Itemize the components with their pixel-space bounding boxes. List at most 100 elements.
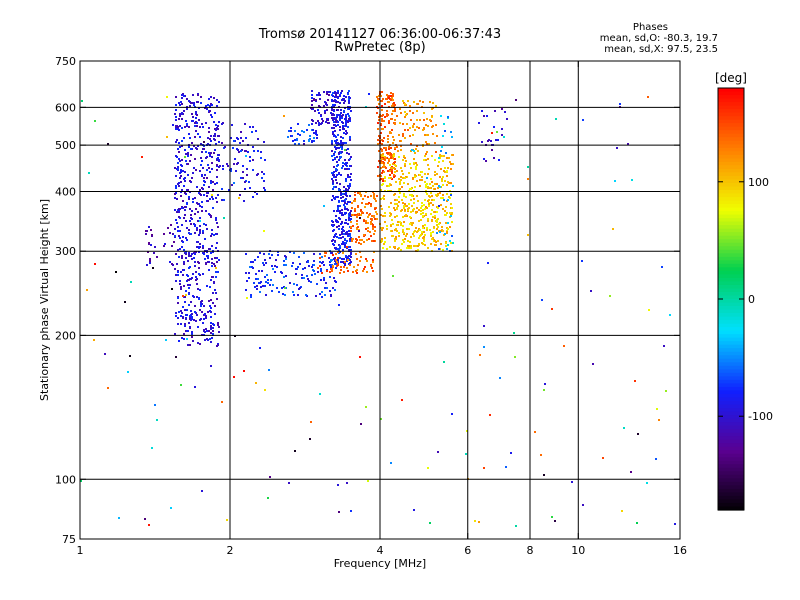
scatter-point bbox=[430, 235, 432, 237]
scatter-point bbox=[381, 150, 383, 152]
scatter-point bbox=[374, 230, 376, 232]
scatter-point bbox=[361, 239, 363, 241]
colorbar-segment bbox=[718, 253, 744, 258]
scatter-point bbox=[340, 156, 342, 158]
scatter-point bbox=[410, 245, 412, 247]
scatter-point bbox=[383, 166, 385, 168]
scatter-point bbox=[188, 133, 190, 135]
scatter-point bbox=[391, 105, 393, 107]
scatter-point bbox=[380, 132, 382, 134]
colorbar-segment bbox=[718, 492, 744, 497]
scatter-point bbox=[191, 331, 193, 333]
scatter-point bbox=[387, 135, 389, 137]
scatter-point bbox=[181, 94, 183, 96]
scatter-point bbox=[156, 419, 158, 421]
scatter-point bbox=[421, 179, 423, 181]
scatter-point bbox=[648, 309, 650, 311]
scatter-point bbox=[401, 170, 403, 172]
scatter-point bbox=[342, 162, 344, 164]
scatter-point bbox=[425, 191, 427, 193]
scatter-point bbox=[366, 271, 368, 273]
scatter-point bbox=[175, 185, 177, 187]
scatter-point bbox=[354, 191, 356, 193]
scatter-point bbox=[179, 146, 181, 148]
scatter-point bbox=[151, 447, 153, 449]
scatter-point bbox=[543, 474, 545, 476]
scatter-point bbox=[196, 125, 198, 127]
scatter-point bbox=[378, 103, 380, 105]
scatter-point bbox=[497, 139, 499, 141]
scatter-point bbox=[422, 237, 424, 239]
scatter-point bbox=[411, 194, 413, 196]
scatter-point bbox=[239, 142, 241, 144]
scatter-point bbox=[389, 170, 391, 172]
scatter-point bbox=[263, 264, 265, 266]
scatter-point bbox=[214, 133, 216, 135]
scatter-point bbox=[402, 229, 404, 231]
scatter-point bbox=[190, 278, 192, 280]
scatter-point bbox=[249, 126, 251, 128]
scatter-point bbox=[503, 136, 505, 138]
scatter-point bbox=[199, 309, 201, 311]
scatter-point bbox=[354, 208, 356, 210]
scatter-point bbox=[372, 225, 374, 227]
scatter-point bbox=[201, 490, 203, 492]
scatter-point bbox=[380, 214, 382, 216]
scatter-point bbox=[349, 240, 351, 242]
scatter-point bbox=[452, 163, 454, 165]
scatter-point bbox=[337, 251, 339, 253]
scatter-point bbox=[365, 203, 367, 205]
colorbar-segment bbox=[718, 225, 744, 230]
scatter-point bbox=[350, 510, 352, 512]
scatter-point bbox=[390, 202, 392, 204]
scatter-point bbox=[341, 90, 343, 92]
scatter-point bbox=[295, 268, 297, 270]
scatter-point bbox=[274, 271, 276, 273]
scatter-point bbox=[196, 122, 198, 124]
scatter-point bbox=[450, 182, 452, 184]
scatter-point bbox=[504, 111, 506, 113]
scatter-point bbox=[169, 261, 171, 263]
scatter-point bbox=[321, 272, 323, 274]
scatter-point bbox=[194, 311, 196, 313]
scatter-point bbox=[332, 92, 334, 94]
scatter-point bbox=[292, 291, 294, 293]
scatter-point bbox=[189, 326, 191, 328]
scatter-point bbox=[256, 285, 258, 287]
scatter-point bbox=[416, 126, 418, 128]
scatter-point bbox=[196, 114, 198, 116]
scatter-point bbox=[201, 160, 203, 162]
scatter-point bbox=[339, 102, 341, 104]
scatter-point bbox=[398, 196, 400, 198]
scatter-point bbox=[240, 137, 242, 139]
scatter-point bbox=[347, 113, 349, 115]
scatter-point bbox=[331, 252, 333, 254]
scatter-point bbox=[442, 135, 444, 137]
scatter-point bbox=[294, 130, 296, 132]
scatter-point bbox=[202, 167, 204, 169]
scatter-point bbox=[368, 93, 370, 95]
scatter-point bbox=[196, 283, 198, 285]
scatter-point bbox=[185, 294, 187, 296]
scatter-point bbox=[338, 159, 340, 161]
scatter-point bbox=[623, 427, 625, 429]
scatter-point bbox=[447, 244, 449, 246]
scatter-point bbox=[349, 264, 351, 266]
scatter-point bbox=[189, 105, 191, 107]
scatter-point bbox=[665, 390, 667, 392]
scatter-point bbox=[534, 431, 536, 433]
scatter-point bbox=[197, 203, 199, 205]
scatter-point bbox=[263, 173, 265, 175]
scatter-point bbox=[203, 305, 205, 307]
colorbar-segment bbox=[718, 323, 744, 328]
scatter-point bbox=[176, 211, 178, 213]
scatter-point bbox=[342, 252, 344, 254]
scatter-point bbox=[436, 232, 438, 234]
scatter-point bbox=[186, 309, 188, 311]
scatter-point bbox=[188, 293, 190, 295]
scatter-point bbox=[345, 123, 347, 125]
scatter-point bbox=[189, 160, 191, 162]
scatter-point bbox=[218, 135, 220, 137]
scatter-point bbox=[436, 173, 438, 175]
scatter-point bbox=[386, 248, 388, 250]
